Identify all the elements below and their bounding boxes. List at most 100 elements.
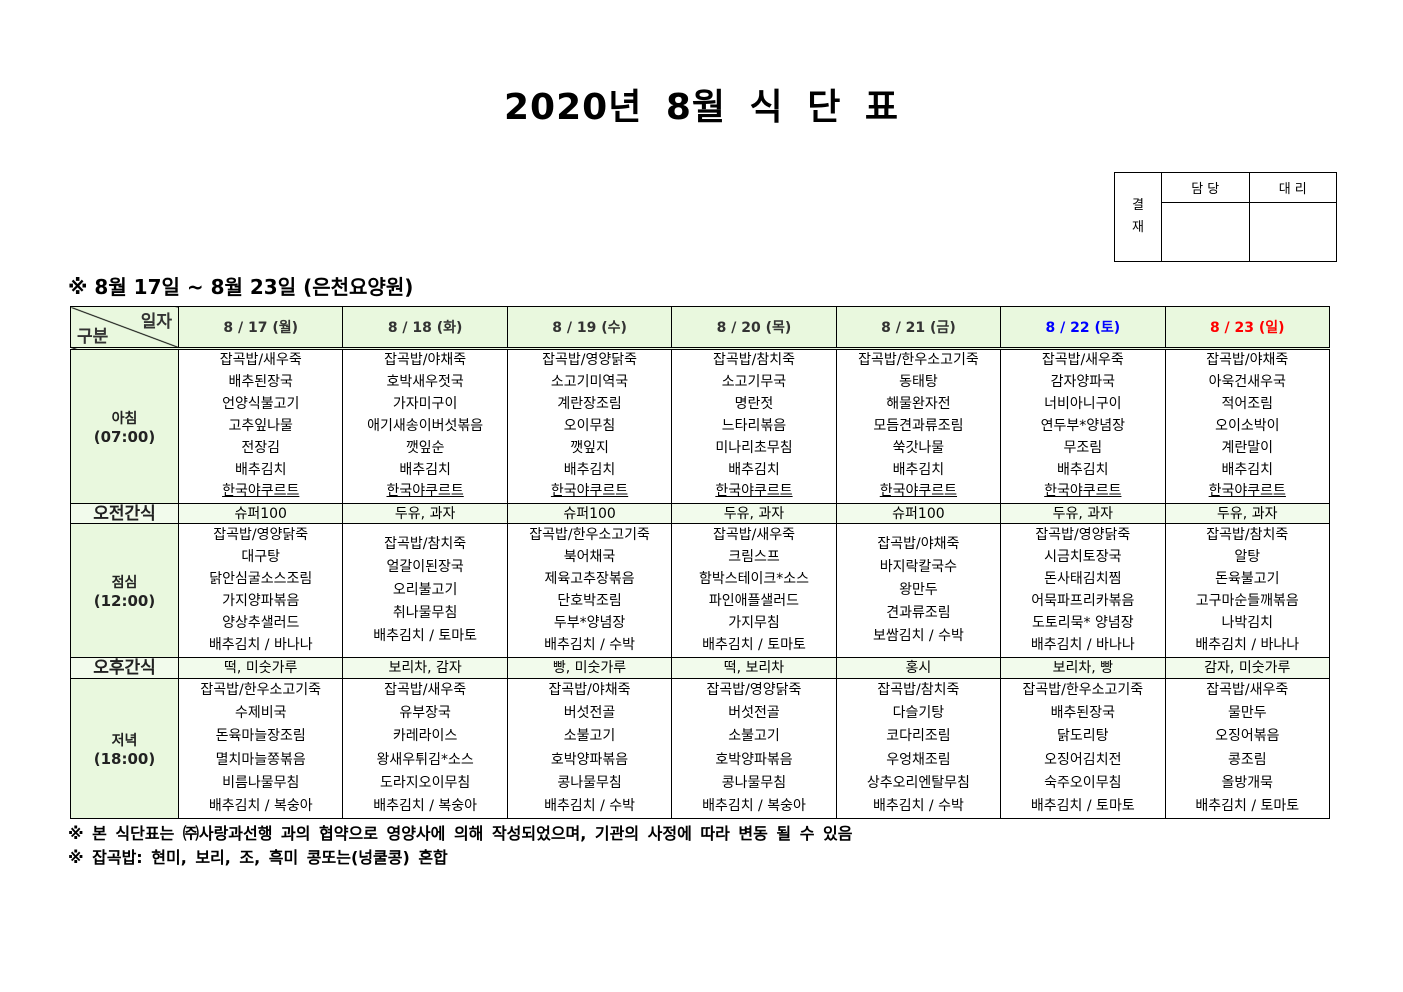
menu-item: 아욱건새우국 bbox=[1208, 374, 1286, 391]
menu-item: 북어채국 bbox=[563, 548, 616, 565]
menu-item: 도라지오이무침 bbox=[380, 774, 471, 791]
breakfast-row: 아침 (07:00) 잡곡밥/새우죽 배추된장국 언양식불고기 고추잎나물 전장김 배추김치 한… bbox=[70, 348, 1331, 504]
menu-item: 잡곡밥/참치죽 bbox=[1206, 526, 1289, 543]
menu-item: 멸치마늘쫑볶음 bbox=[215, 751, 306, 768]
menu-cell: 떡, 보리차 bbox=[671, 657, 837, 679]
menu-item: 오이소박이 bbox=[1215, 417, 1280, 434]
menu-item: 콩조림 bbox=[1227, 751, 1267, 768]
menu-item: 파인애플샐러드 bbox=[708, 593, 800, 610]
approval-sign-deputy[interactable] bbox=[1248, 202, 1337, 262]
menu-item: 감자양파국 bbox=[1050, 374, 1116, 391]
menu-item: 잡곡밥/새우죽 bbox=[712, 526, 795, 543]
menu-item: 배추김치 / 복숭아 bbox=[702, 797, 806, 814]
menu-item: 고구마순들깨볶음 bbox=[1195, 593, 1299, 610]
menu-item: 해물완자전 bbox=[886, 396, 951, 413]
menu-item: 한국야쿠르트 bbox=[1208, 483, 1286, 500]
menu-item: 호박양파볶음 bbox=[715, 751, 793, 768]
menu-item: 잡곡밥/참치죽 bbox=[877, 682, 960, 699]
meal-label: 오전간식 bbox=[70, 503, 179, 524]
menu-cell: 잡곡밥/한우소고기죽 배추된장국 닭도리탕 오징어김치전 숙주오이무침 배추김치 / 토마… bbox=[1000, 678, 1166, 819]
meal-name: 저녁 bbox=[111, 732, 138, 749]
note-1: ※ 본 식단표는 ㈜사랑과선행 과의 협약으로 영양사에 의해 작성되었으며, … bbox=[68, 824, 853, 843]
menu-cell: 슈퍼100 bbox=[177, 503, 344, 524]
menu-item: 깻잎지 bbox=[570, 439, 609, 456]
day-header: 8 / 20 (목) bbox=[671, 306, 837, 349]
corner-cell: 일자 구분 bbox=[70, 306, 179, 349]
meal-name: 오전간식 bbox=[93, 503, 156, 524]
menu-cell: 홍시 bbox=[835, 657, 1002, 679]
menu-item: 잡곡밥/영양닭죽 bbox=[1035, 526, 1131, 543]
menu-item: 돈육불고기 bbox=[1215, 570, 1280, 587]
menu-item: 배추김치 / 복숭아 bbox=[373, 797, 478, 814]
menu-item: 배추김치 / 토마토 bbox=[702, 637, 806, 654]
meal-label: 저녁 (18:00) bbox=[70, 678, 179, 819]
menu-item: 소고기미역국 bbox=[550, 374, 629, 391]
menu-item: 잡곡밥/야채죽 bbox=[384, 352, 467, 369]
menu-item: 한국야쿠르트 bbox=[386, 483, 464, 500]
approval-label-2: 재 bbox=[1132, 220, 1144, 235]
menu-item: 한국야쿠르트 bbox=[879, 483, 958, 500]
menu-item: 느타리볶음 bbox=[721, 417, 787, 434]
meal-time: (18:00) bbox=[93, 749, 156, 768]
menu-item: 명란젓 bbox=[734, 396, 774, 413]
menu-item: 코다리조림 bbox=[886, 728, 951, 745]
menu-item: 올방개묵 bbox=[1221, 774, 1274, 791]
menu-item: 잡곡밥/새우죽 bbox=[1206, 682, 1289, 699]
menu-item: 언양식불고기 bbox=[222, 396, 300, 413]
meal-time: (07:00) bbox=[93, 427, 156, 446]
day-header: 8 / 18 (화) bbox=[342, 306, 508, 349]
menu-table: 일자 구분 8 / 17 (월) 8 / 18 (화) 8 / 19 (수) 8 / 2… bbox=[70, 306, 1331, 819]
approval-sign-manager[interactable] bbox=[1161, 202, 1250, 262]
menu-item: 콩나물무침 bbox=[557, 774, 622, 791]
menu-item: 호박새우젓국 bbox=[386, 374, 464, 391]
menu-item: 배추김치 / 수박 bbox=[544, 797, 635, 814]
menu-item: 한국야쿠르트 bbox=[550, 483, 629, 500]
menu-item: 잡곡밥/야채죽 bbox=[548, 682, 631, 699]
day-header: 8 / 22 (토) bbox=[1000, 306, 1166, 349]
menu-item: 왕새우튀김*소스 bbox=[376, 751, 474, 768]
page-title: 2020년 8월 식 단 표 bbox=[504, 87, 899, 128]
menu-item: 돈사태김치찜 bbox=[1044, 570, 1122, 587]
day-header: 8 / 23 (일) bbox=[1164, 306, 1331, 349]
corner-date-label: 일자 bbox=[140, 312, 172, 332]
menu-item: 애기새송이버섯볶음 bbox=[367, 417, 484, 434]
menu-item: 배추김치 / 바나나 bbox=[1030, 637, 1135, 654]
menu-item: 얼갈이된장국 bbox=[386, 559, 464, 575]
menu-item: 단호박조림 bbox=[557, 593, 622, 610]
meal-label: 아침 (07:00) bbox=[70, 348, 179, 504]
menu-item: 너비아니구이 bbox=[1044, 396, 1122, 413]
menu-item: 한국야쿠르트 bbox=[715, 483, 793, 500]
menu-cell: 감자, 미숫가루 bbox=[1164, 657, 1331, 679]
menu-item: 깻잎순 bbox=[405, 439, 445, 456]
menu-cell: 잡곡밥/한우소고기죽 수제비국 돈육마늘장조림 멸치마늘쫑볶음 비름나물무침 배추김치 /… bbox=[177, 678, 344, 819]
menu-item: 양상추샐러드 bbox=[222, 615, 300, 632]
menu-item: 함박스테이크*소스 bbox=[698, 570, 809, 587]
menu-cell: 두유, 과자 bbox=[1164, 503, 1331, 524]
menu-item: 한국야쿠르트 bbox=[222, 483, 300, 500]
menu-item: 소불고기 bbox=[563, 728, 616, 745]
menu-item: 잡곡밥/영양닭죽 bbox=[706, 682, 802, 699]
menu-item: 배추김치 / 토마토 bbox=[373, 628, 478, 644]
menu-item: 두부*양념장 bbox=[553, 615, 626, 632]
menu-cell: 잡곡밥/참치죽 얼갈이된장국 오리불고기 취나물무침 배추김치 / 토마토 bbox=[342, 523, 508, 658]
menu-cell: 잡곡밥/새우죽 물만두 오징어볶음 콩조림 올방개묵 배추김치 / 토마토 bbox=[1164, 678, 1331, 819]
menu-item: 물만두 bbox=[1227, 705, 1267, 722]
approval-label-1: 결 bbox=[1132, 198, 1144, 213]
menu-item: 시금치토장국 bbox=[1044, 548, 1122, 565]
menu-item: 제육고추장볶음 bbox=[544, 570, 635, 587]
menu-item: 어묵파프리카볶음 bbox=[1031, 593, 1135, 610]
menu-item: 가지무침 bbox=[728, 615, 780, 632]
approval-col-manager: 담 당 bbox=[1161, 172, 1250, 203]
menu-item: 동태탕 bbox=[899, 374, 938, 391]
notes: ※ 본 식단표는 ㈜사랑과선행 과의 협약으로 영양사에 의해 작성되었으며, … bbox=[68, 822, 852, 870]
menu-item: 잡곡밥/참치죽 bbox=[712, 352, 795, 369]
menu-item: 돈육마늘장조림 bbox=[215, 728, 306, 745]
menu-cell: 잡곡밥/참치죽 다슬기탕 코다리조림 우엉채조림 상추오리엔탈무침 배추김치 / 수박 bbox=[835, 678, 1002, 819]
menu-cell: 잡곡밥/야채죽 아욱건새우국 적어조림 오이소박이 계란말이 배추김치 한국야쿠르트 bbox=[1164, 348, 1331, 504]
menu-item: 잡곡밥/야채죽 bbox=[877, 536, 960, 552]
menu-item: 숙주오이무침 bbox=[1044, 774, 1122, 791]
menu-item: 비름나물무침 bbox=[222, 774, 300, 791]
menu-cell: 잡곡밥/한우소고기죽 동태탕 해물완자전 모듬견과류조림 쑥갓나물 배추김치 한국야쿠르트 bbox=[835, 348, 1002, 504]
